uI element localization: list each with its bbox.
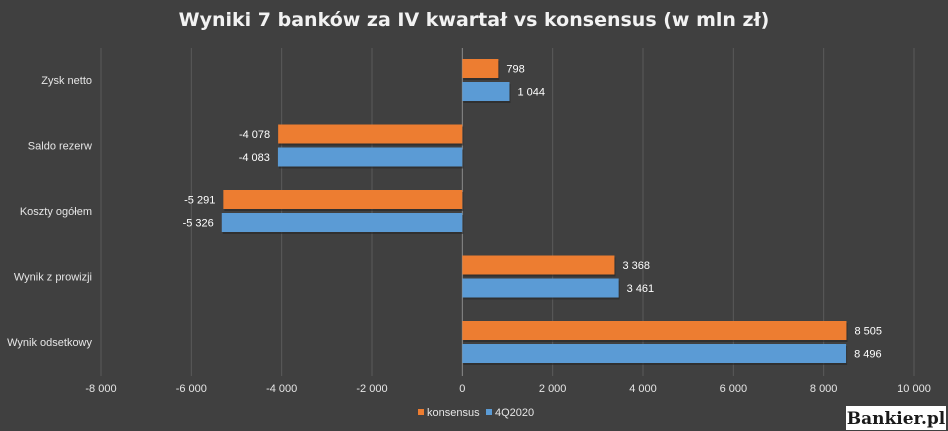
bar-4Q2020	[277, 147, 463, 167]
bar-konsensus	[462, 255, 615, 275]
legend: konsensus 4Q2020	[418, 407, 534, 419]
category-label: Koszty ogółem	[20, 206, 92, 218]
legend-entry: konsensus	[427, 407, 480, 419]
data-label: 3 461	[627, 283, 655, 295]
category-label: Saldo rezerw	[28, 141, 92, 153]
bar-4Q2020	[462, 278, 619, 298]
legend-swatch	[418, 409, 424, 415]
data-label: -5 291	[184, 195, 215, 207]
bar-4Q2020	[462, 344, 847, 363]
data-label: -4 078	[239, 129, 270, 141]
logo-background	[846, 406, 946, 430]
bankier-logo: Bankier.pl	[846, 406, 946, 430]
legend-swatch	[486, 409, 492, 415]
category-label: Zysk netto	[41, 75, 92, 87]
data-label: 8 496	[854, 349, 882, 361]
bar-konsensus	[462, 59, 499, 78]
chart-title: Wyniki 7 banków za IV kwartał vs konsens…	[179, 9, 770, 31]
data-label: 1 044	[517, 87, 545, 99]
x-tick-label: 4 000	[629, 383, 657, 395]
bar-konsensus	[462, 321, 847, 340]
bars	[221, 59, 848, 365]
logo-text: Bankier.pl	[847, 409, 946, 429]
bar-4Q2020	[221, 213, 463, 232]
bar-konsensus	[223, 190, 463, 209]
category-labels: Zysk netto Saldo rezerw Koszty ogółem Wynik…	[7, 75, 92, 349]
data-labels: 798 1 044 -4 078 -4 083 -5 291 -5 326 3 368 3 4…	[183, 64, 882, 361]
legend-entry: 4Q2020	[495, 407, 534, 419]
x-tick-label: -2 000	[356, 383, 387, 395]
grid-lines	[100, 48, 915, 376]
data-label: -4 083	[239, 152, 270, 164]
x-tick-label: 10 000	[897, 383, 931, 395]
x-tick-label: -8 000	[85, 383, 116, 395]
bar-konsensus	[278, 124, 463, 144]
x-tick-label: -6 000	[176, 383, 207, 395]
category-label: Wynik odsetkowy	[7, 337, 92, 349]
x-tick-label: 0	[459, 383, 465, 395]
x-tick-label: 2 000	[539, 383, 567, 395]
bar-4Q2020	[462, 82, 510, 101]
x-axis-ticks: -8 000 -6 000 -4 000 -2 000 0 2 000 4 000 6 000…	[85, 383, 930, 395]
x-tick-label: -4 000	[266, 383, 297, 395]
x-tick-label: 8 000	[810, 383, 838, 395]
data-label: -5 326	[183, 218, 214, 230]
x-tick-label: 6 000	[720, 383, 748, 395]
data-label: 798	[506, 64, 524, 76]
category-label: Wynik z prowizji	[14, 272, 92, 284]
data-label: 8 505	[854, 326, 882, 338]
data-label: 3 368	[622, 260, 650, 272]
